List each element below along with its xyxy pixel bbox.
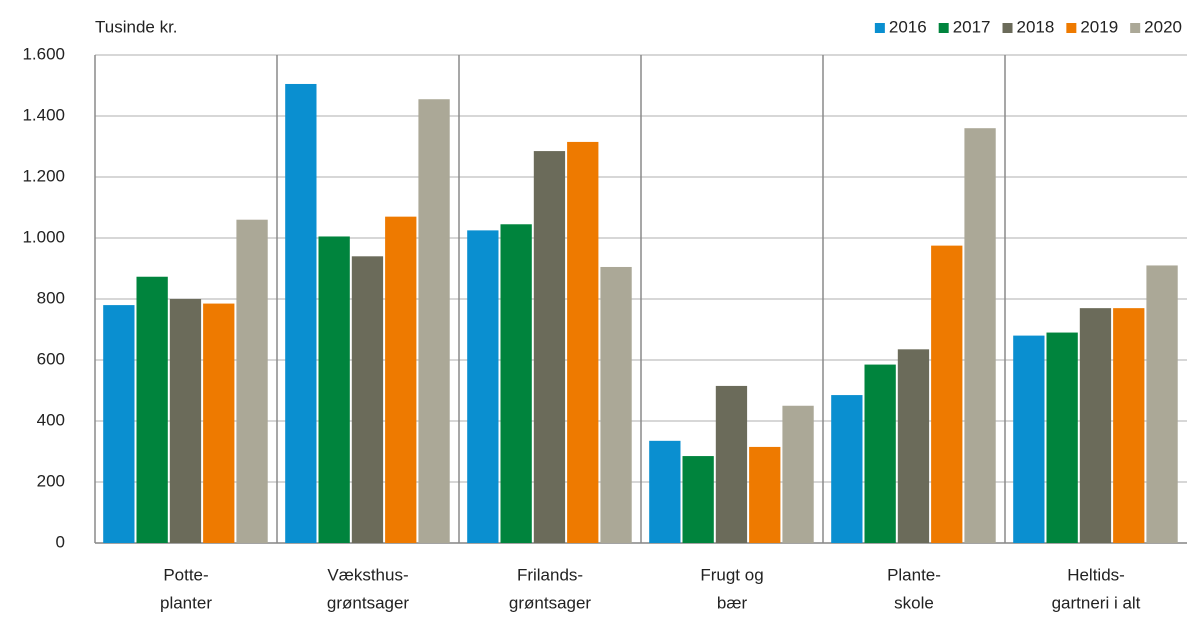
legend-swatch bbox=[1066, 23, 1077, 33]
legend-label: 2020 bbox=[1144, 17, 1182, 36]
legend-swatch bbox=[1002, 23, 1013, 33]
y-tick-label: 200 bbox=[37, 471, 65, 490]
bar bbox=[864, 364, 896, 543]
bar bbox=[715, 385, 748, 543]
bar bbox=[467, 230, 499, 543]
bar bbox=[285, 83, 317, 543]
legend-swatch bbox=[1130, 23, 1141, 33]
bar bbox=[1146, 265, 1178, 543]
x-tick-label: Plante- bbox=[887, 565, 941, 584]
bar bbox=[1046, 332, 1078, 543]
bar bbox=[385, 216, 417, 543]
bar bbox=[318, 236, 350, 543]
x-tick-label: bær bbox=[717, 593, 748, 612]
bar bbox=[782, 405, 814, 543]
bar bbox=[1079, 308, 1112, 543]
y-tick-label: 400 bbox=[37, 410, 65, 429]
y-tick-label: 0 bbox=[56, 532, 65, 551]
x-tick-label: Væksthus- bbox=[327, 565, 408, 584]
x-tick-label: Frilands- bbox=[517, 565, 583, 584]
bar bbox=[533, 151, 566, 543]
legend-label: 2016 bbox=[889, 17, 927, 36]
bar bbox=[169, 299, 202, 543]
legend-label: 2019 bbox=[1080, 17, 1118, 36]
bar bbox=[567, 141, 599, 544]
bar bbox=[831, 395, 863, 543]
y-axis-label: Tusinde kr. bbox=[95, 17, 178, 36]
bar bbox=[136, 276, 168, 543]
bar bbox=[236, 219, 268, 543]
x-tick-label: grøntsager bbox=[327, 593, 410, 612]
x-tick-label: Heltids- bbox=[1067, 565, 1125, 584]
y-tick-label: 1.200 bbox=[22, 166, 65, 185]
bar bbox=[964, 128, 996, 543]
x-tick-label: Potte- bbox=[163, 565, 208, 584]
bar bbox=[351, 256, 384, 543]
x-tick-label: Frugt og bbox=[700, 565, 763, 584]
legend-label: 2017 bbox=[953, 17, 991, 36]
bar bbox=[1013, 335, 1045, 543]
bar bbox=[682, 456, 714, 543]
bar bbox=[103, 305, 135, 543]
x-tick-label: gartneri i alt bbox=[1052, 593, 1141, 612]
y-tick-label: 800 bbox=[37, 288, 65, 307]
legend-swatch bbox=[938, 23, 949, 33]
y-tick-label: 1.600 bbox=[22, 44, 65, 63]
bar bbox=[749, 446, 781, 543]
y-tick-label: 1.400 bbox=[22, 105, 65, 124]
x-tick-label: grøntsager bbox=[509, 593, 592, 612]
legend-label: 2018 bbox=[1017, 17, 1055, 36]
y-tick-label: 600 bbox=[37, 349, 65, 368]
bar bbox=[418, 99, 450, 543]
bar bbox=[600, 266, 632, 543]
bar bbox=[500, 224, 532, 543]
y-tick-label: 1.000 bbox=[22, 227, 65, 246]
bar bbox=[203, 303, 235, 543]
bar bbox=[649, 440, 681, 543]
x-tick-label: planter bbox=[160, 593, 212, 612]
x-tick-label: skole bbox=[894, 593, 934, 612]
bar bbox=[1113, 308, 1145, 543]
bar bbox=[897, 349, 930, 543]
bar bbox=[931, 245, 963, 543]
legend-swatch bbox=[874, 23, 885, 33]
